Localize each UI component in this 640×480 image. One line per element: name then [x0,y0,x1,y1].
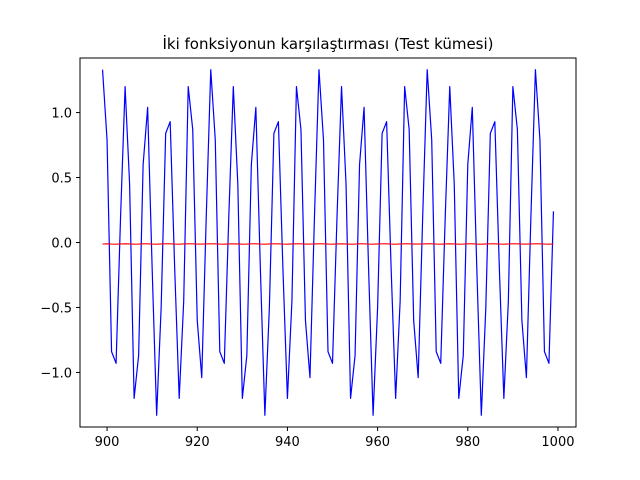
x-tick-label: 1000 [541,435,574,450]
y-tick-label: 0.0 [51,237,72,252]
y-axis: −1.0 −0.5 0.0 0.5 1.0 [40,107,80,381]
x-axis: 900 920 940 960 980 1000 [95,427,575,450]
x-tick-label: 940 [275,435,300,450]
plot-area [101,69,555,416]
y-tick-label: 1.0 [51,107,72,122]
x-tick-label: 960 [365,435,390,450]
x-tick-label: 980 [455,435,480,450]
x-tick-label: 900 [95,435,120,450]
y-tick-label: −0.5 [40,301,72,316]
y-tick-label: 0.5 [51,172,72,187]
series-line-1 [101,69,555,416]
chart-title: İki fonksiyonun karşılaştırması (Test kü… [162,34,493,53]
y-tick-label: −1.0 [40,366,72,381]
x-tick-label: 920 [185,435,210,450]
